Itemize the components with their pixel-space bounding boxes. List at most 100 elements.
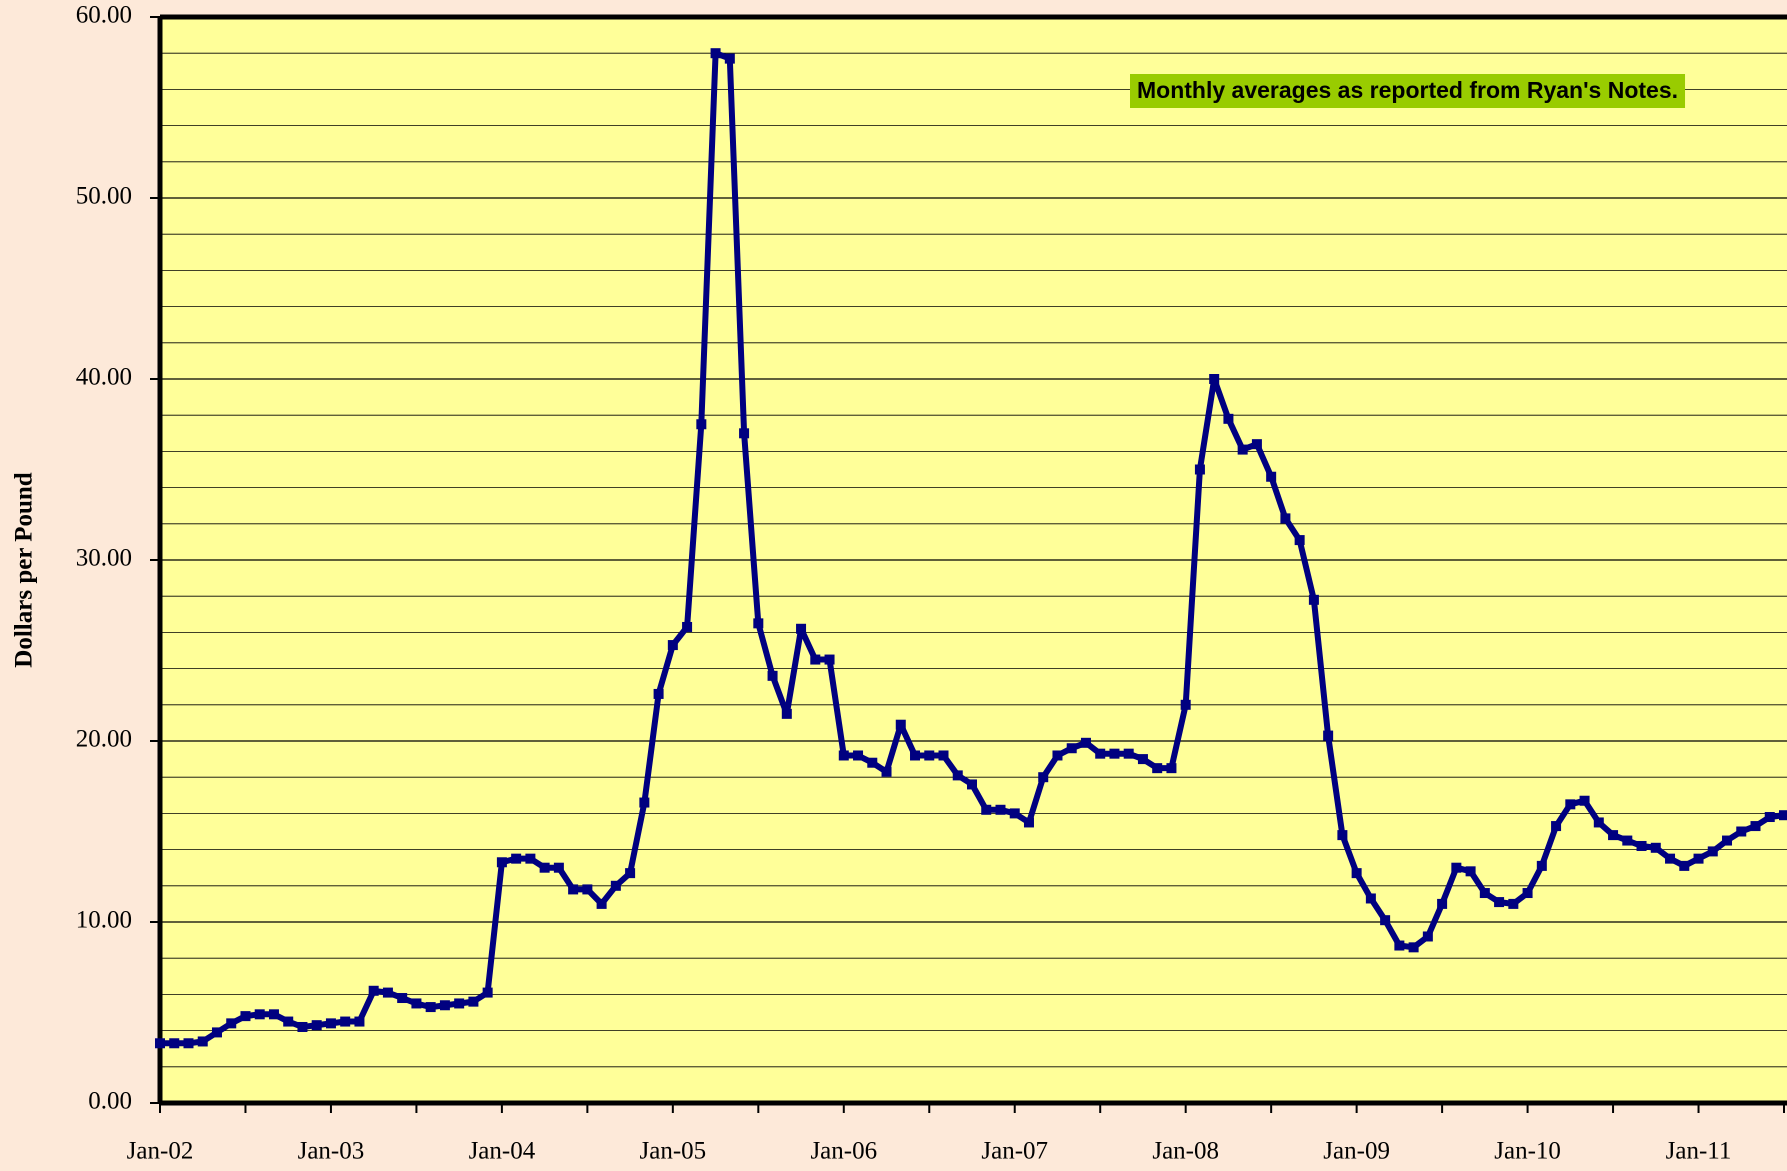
y-tick-label: 40.00 [76, 364, 132, 391]
data-marker [297, 1021, 308, 1032]
data-marker [1479, 888, 1490, 899]
x-tick-label: Jan-10 [1494, 1138, 1561, 1165]
data-marker [610, 880, 621, 891]
data-marker [1080, 737, 1091, 748]
data-marker [496, 857, 507, 868]
data-marker [254, 1009, 265, 1020]
data-marker [568, 884, 579, 895]
data-marker [411, 998, 422, 1009]
data-marker [1137, 754, 1148, 765]
data-marker [1665, 853, 1676, 864]
data-marker [667, 640, 678, 651]
data-marker [1779, 810, 1787, 821]
y-tick-label: 20.00 [76, 726, 132, 753]
data-marker [354, 1016, 365, 1027]
data-marker [1365, 893, 1376, 904]
data-marker [781, 708, 792, 719]
data-marker [967, 779, 977, 790]
data-marker [1679, 860, 1690, 871]
data-marker [938, 750, 949, 761]
data-marker [1023, 817, 1034, 828]
data-marker [1266, 471, 1277, 482]
data-marker [1052, 750, 1063, 761]
y-tick-label: 50.00 [76, 183, 132, 210]
x-tick-label: Jan-11 [1666, 1138, 1732, 1165]
data-marker [382, 987, 393, 998]
data-marker [1650, 842, 1661, 853]
data-marker [397, 993, 408, 1004]
data-marker [1038, 772, 1049, 783]
data-marker [1166, 763, 1177, 774]
data-marker [211, 1027, 222, 1038]
data-marker [439, 1000, 450, 1011]
data-marker [1209, 374, 1220, 384]
data-marker [197, 1036, 208, 1047]
x-tick-label: Jan-05 [640, 1138, 707, 1165]
data-marker [1750, 821, 1761, 832]
x-tick-label: Jan-08 [1152, 1138, 1219, 1165]
data-marker [582, 884, 593, 895]
data-marker [511, 853, 522, 864]
data-marker [425, 1002, 436, 1013]
data-marker [625, 868, 636, 879]
data-marker [1152, 763, 1163, 774]
data-marker [169, 1038, 180, 1049]
data-marker [1565, 799, 1576, 810]
x-tick-label: Jan-02 [127, 1138, 194, 1165]
data-marker [753, 618, 764, 629]
data-marker [1764, 812, 1775, 823]
data-marker [283, 1016, 294, 1027]
data-marker [325, 1018, 336, 1029]
data-marker [1608, 830, 1619, 841]
data-marker [1294, 535, 1305, 546]
data-marker [838, 750, 849, 761]
data-marker [767, 670, 778, 681]
data-marker [183, 1038, 194, 1049]
data-marker [482, 987, 493, 998]
data-marker [596, 898, 607, 909]
data-marker [340, 1016, 351, 1027]
data-marker [1194, 464, 1205, 475]
data-marker [1251, 439, 1262, 450]
data-marker [1123, 748, 1134, 759]
data-marker [1736, 826, 1747, 837]
data-marker [539, 862, 550, 873]
data-marker [653, 688, 664, 699]
data-marker [739, 428, 750, 439]
data-marker [1494, 897, 1505, 908]
data-marker [1109, 748, 1120, 759]
data-marker [1508, 898, 1519, 909]
data-marker [796, 623, 807, 634]
data-marker [1722, 835, 1733, 846]
y-tick-label: 10.00 [76, 907, 132, 934]
x-tick-label: Jan-07 [981, 1138, 1048, 1165]
data-marker [1437, 898, 1448, 909]
data-marker [1280, 513, 1291, 524]
data-marker [1551, 821, 1562, 832]
data-marker [1380, 915, 1391, 926]
data-marker [1308, 594, 1319, 605]
data-marker [724, 53, 735, 64]
data-marker [1223, 413, 1234, 424]
data-marker [1636, 840, 1647, 851]
y-axis-label: Dollars per Pound [11, 472, 38, 667]
data-marker [226, 1018, 237, 1029]
data-marker [1522, 888, 1533, 899]
data-marker [1422, 931, 1433, 942]
data-marker [639, 797, 650, 808]
data-marker [682, 621, 693, 632]
data-marker [710, 48, 721, 59]
data-marker [1622, 835, 1633, 846]
data-marker [1451, 862, 1462, 873]
data-marker [824, 654, 835, 665]
data-marker [268, 1009, 279, 1020]
data-marker [368, 985, 379, 996]
data-marker [1009, 808, 1020, 819]
data-marker [1323, 730, 1334, 741]
y-tick-label: 0.00 [88, 1088, 132, 1115]
data-marker [1095, 748, 1106, 759]
x-tick-label: Jan-06 [810, 1138, 877, 1165]
data-marker [1707, 846, 1718, 857]
data-marker [240, 1011, 251, 1022]
data-marker [1394, 940, 1405, 951]
